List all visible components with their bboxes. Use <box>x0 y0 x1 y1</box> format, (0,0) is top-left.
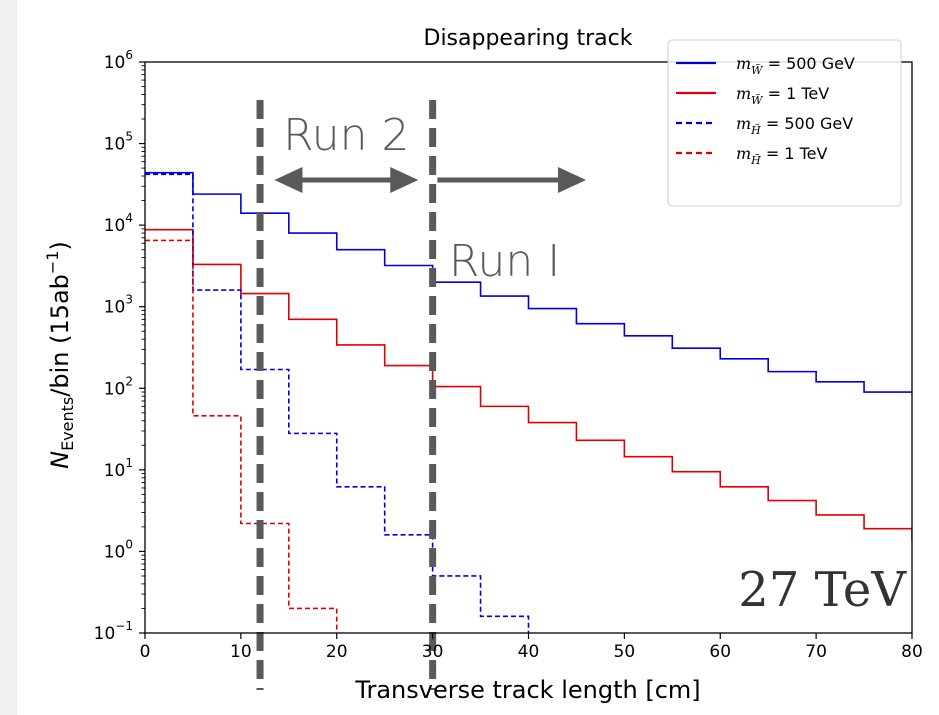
legend-entry-1: mW̃ = 500 GeV <box>736 54 855 77</box>
y-tick-label: 105 <box>104 130 133 155</box>
x-tick-label: 30 <box>422 642 444 662</box>
x-axis-label: Transverse track length [cm] <box>354 676 700 704</box>
y-label-sup: −1 <box>43 250 62 274</box>
x-tick-label: 60 <box>709 642 731 662</box>
x-tick-label: 80 <box>901 642 923 662</box>
legend: mW̃ = 500 GeV mW̃ = 1 TeV mH̃ = 500 GeV mH̃… <box>667 39 902 207</box>
y-label-rest: /bin (15ab <box>46 274 74 397</box>
legend-entry-4: mH̃ = 1 TeV <box>736 144 828 167</box>
y-label-n: N <box>46 451 74 469</box>
y-tick-label: 102 <box>104 374 133 399</box>
run2-arrow-head-right <box>390 167 419 193</box>
x-tick-label: 10 <box>230 642 252 662</box>
x-tick-label: 70 <box>805 642 827 662</box>
legend-entry-3: mH̃ = 500 GeV <box>736 114 853 137</box>
series-4-step-line <box>145 239 338 633</box>
legend-entry-2: mW̃ = 1 TeV <box>736 84 829 107</box>
y-tick-label: 103 <box>104 293 133 318</box>
energy-label: 27 TeV <box>738 562 907 618</box>
y-axis: 10−1 100 101 102 103 104 105 106 <box>94 48 145 644</box>
y-label-close: ) <box>46 241 74 250</box>
run2-arrow-head-left <box>274 167 303 193</box>
series-1-step-line <box>145 171 912 393</box>
x-axis: 0 10 20 30 40 50 60 70 80 <box>140 633 923 662</box>
x-tick-label: 0 <box>140 642 151 662</box>
y-axis-label: NEvents/bin (15ab−1) <box>43 241 77 469</box>
run2-label: Run 2 <box>283 110 409 161</box>
y-tick-label: 10−1 <box>94 619 133 644</box>
y-tick-label: 104 <box>104 211 133 236</box>
chart-title: Disappearing track <box>424 26 633 51</box>
series-3-step-line <box>145 173 530 633</box>
y-tick-label: 100 <box>104 537 133 562</box>
y-tick-label: 101 <box>104 456 133 481</box>
run1-arrow-head <box>558 167 587 193</box>
annotations: Run 2 Run I 27 TeV <box>283 110 907 618</box>
x-tick-label: 50 <box>614 642 636 662</box>
legend-box <box>667 39 902 207</box>
x-tick-label: 20 <box>326 642 348 662</box>
cut-layer <box>256 100 587 690</box>
run1-label: Run I <box>449 236 560 287</box>
y-label-sub: Events <box>58 397 77 451</box>
y-tick-label: 106 <box>104 48 133 73</box>
x-tick-label: 40 <box>518 642 540 662</box>
plot-area <box>144 61 913 690</box>
series-layer <box>145 171 912 633</box>
series-2-step-line <box>145 228 912 541</box>
